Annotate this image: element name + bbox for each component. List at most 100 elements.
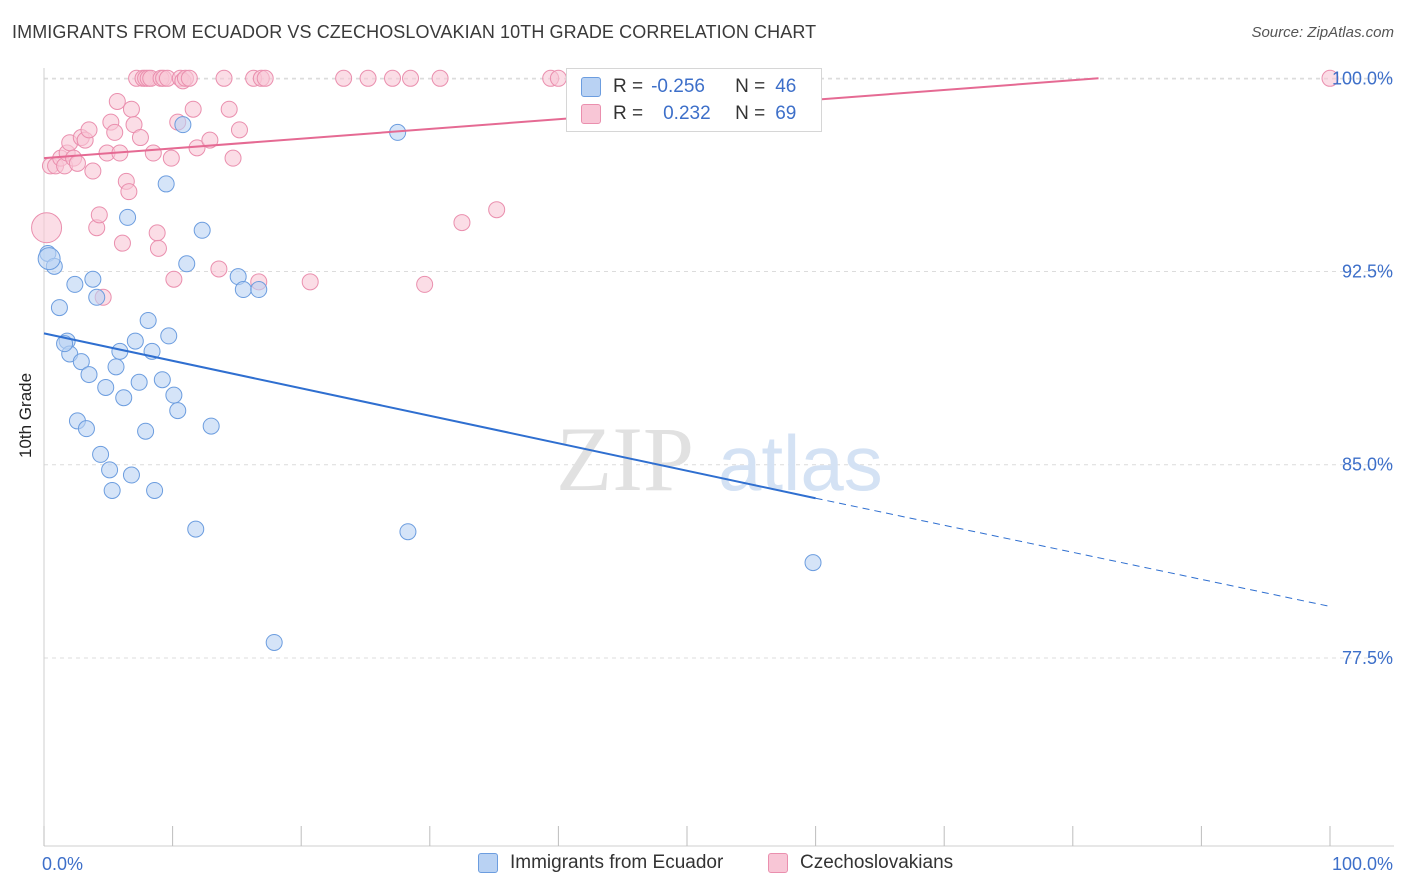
data-point-ecuador: [804, 554, 822, 572]
data-point-czechoslovakians: [84, 162, 102, 180]
data-point-ecuador: [97, 378, 115, 396]
data-point-ecuador: [250, 281, 268, 299]
data-point-ecuador: [50, 299, 68, 317]
data-point-ecuador: [80, 366, 98, 384]
data-point-czechoslovakians: [256, 69, 274, 87]
y-tick-label: 77.5%: [1342, 648, 1393, 668]
data-point-ecuador: [234, 281, 252, 299]
data-point-ecuador: [119, 208, 137, 226]
axes: [43, 68, 1394, 847]
data-point-czechoslovakians: [165, 270, 183, 288]
data-point-czechoslovakians: [230, 121, 248, 139]
data-point-ecuador: [126, 332, 144, 350]
data-point-czechoslovakians: [416, 275, 434, 293]
legend-swatch-pink: [768, 853, 788, 873]
chart-title: IMMIGRANTS FROM ECUADOR VS CZECHOSLOVAKI…: [12, 22, 817, 42]
legend-n-label: N =: [735, 103, 766, 124]
data-point-czechoslovakians: [301, 273, 319, 291]
grid-lines: [44, 77, 1394, 659]
data-point-czechoslovakians: [220, 100, 238, 118]
data-point-ecuador: [66, 275, 84, 293]
data-point-ecuador: [88, 288, 106, 306]
data-point-ecuador: [103, 481, 121, 499]
data-point-ecuador: [92, 445, 110, 463]
data-point-czechoslovakians: [68, 154, 86, 172]
data-point-czechoslovakians: [148, 224, 166, 242]
legend-n-value: 69: [775, 103, 797, 124]
data-point-czechoslovakians: [180, 69, 198, 87]
data-point-czechoslovakians: [201, 131, 219, 149]
data-point-czechoslovakians: [431, 69, 449, 87]
data-point-czechoslovakians: [384, 69, 402, 87]
data-point-czechoslovakians: [488, 201, 506, 219]
series-legend: Immigrants from Ecuador Czechoslovakians: [0, 852, 1406, 878]
legend-swatch-blue: [581, 77, 601, 97]
x-tick-label: 0.0%: [42, 854, 83, 874]
data-point-czechoslovakians: [162, 149, 180, 167]
data-point-czechoslovakians: [131, 129, 149, 147]
legend-label-czechoslovakians: Czechoslovakians: [800, 852, 954, 873]
data-point-ecuador: [160, 327, 178, 345]
tick-labels: 77.5% 85.0% 92.5% 100.0% 0.0% 100.0%: [42, 68, 1393, 874]
data-point-czechoslovakians: [122, 100, 140, 118]
y-tick-label: 100.0%: [1332, 68, 1393, 88]
data-point-ecuador: [153, 371, 171, 389]
data-point-ecuador: [146, 481, 164, 499]
data-point-ecuador: [399, 523, 417, 541]
legend-item-ecuador[interactable]: Immigrants from Ecuador: [478, 852, 723, 874]
data-point-czechoslovakians: [210, 260, 228, 278]
data-point-ecuador: [193, 221, 211, 239]
data-point-ecuador: [178, 255, 196, 273]
stats-legend: R = -0.256 N = 46 R = 0.232 N = 69: [566, 68, 822, 132]
data-point-czechoslovakians: [1321, 69, 1339, 87]
data-point-ecuador: [130, 373, 148, 391]
data-point-ecuador: [101, 461, 119, 479]
data-point-czechoslovakians: [184, 100, 202, 118]
data-point-ecuador: [84, 270, 102, 288]
data-point-ecuador: [137, 422, 155, 440]
legend-row-czechoslovakians: R = 0.232 N = 69: [581, 102, 796, 126]
data-point-ecuador: [174, 116, 192, 134]
data-point-ecuador: [265, 633, 283, 651]
data-point-czechoslovakians: [224, 149, 242, 167]
data-point-ecuador: [72, 353, 90, 371]
data-point-czechoslovakians: [549, 69, 567, 87]
data-point-ecuador: [157, 175, 175, 193]
watermark-zip: ZIP: [556, 408, 694, 510]
data-point-czechoslovakians: [106, 123, 124, 141]
data-point-czechoslovakians: [113, 234, 131, 252]
data-point-ecuador: [169, 402, 187, 420]
data-point-ecuador: [122, 466, 140, 484]
data-point-ecuador: [187, 520, 205, 538]
watermark: ZIP atlas: [556, 408, 883, 510]
data-point-czechoslovakians: [90, 206, 108, 224]
data-point-ecuador: [115, 389, 133, 407]
legend-swatch-blue: [478, 853, 498, 873]
source-label: Source: ZipAtlas.com: [1251, 24, 1394, 41]
data-point-czechoslovakians: [359, 69, 377, 87]
data-point-czechoslovakians: [453, 214, 471, 232]
data-point-czechoslovakians: [80, 121, 98, 139]
data-point-ecuador: [37, 247, 61, 271]
legend-swatch-pink: [581, 104, 601, 124]
data-point-czechoslovakians: [120, 183, 138, 201]
data-point-ecuador: [56, 335, 74, 353]
data-point-czechoslovakians: [108, 92, 126, 110]
trend-line-ecuador: [43, 332, 816, 500]
data-point-ecuador: [165, 386, 183, 404]
legend-label-ecuador: Immigrants from Ecuador: [510, 852, 724, 873]
trend-line-ecuador-extension: [815, 497, 1331, 607]
legend-item-czechoslovakians[interactable]: Czechoslovakians: [768, 852, 953, 874]
series-czechoslovakians: [31, 69, 1339, 306]
data-point-ecuador: [202, 417, 220, 435]
series-ecuador: [37, 116, 822, 651]
data-point-czechoslovakians: [215, 69, 233, 87]
legend-r-label: R =: [613, 76, 644, 97]
legend-n-label: N =: [735, 76, 766, 97]
legend-n-value: 46: [775, 76, 797, 97]
watermark-atlas: atlas: [718, 419, 883, 507]
x-tick-label: 100.0%: [1332, 854, 1393, 874]
data-point-ecuador: [77, 420, 95, 438]
legend-r-value: 0.232: [663, 103, 711, 124]
